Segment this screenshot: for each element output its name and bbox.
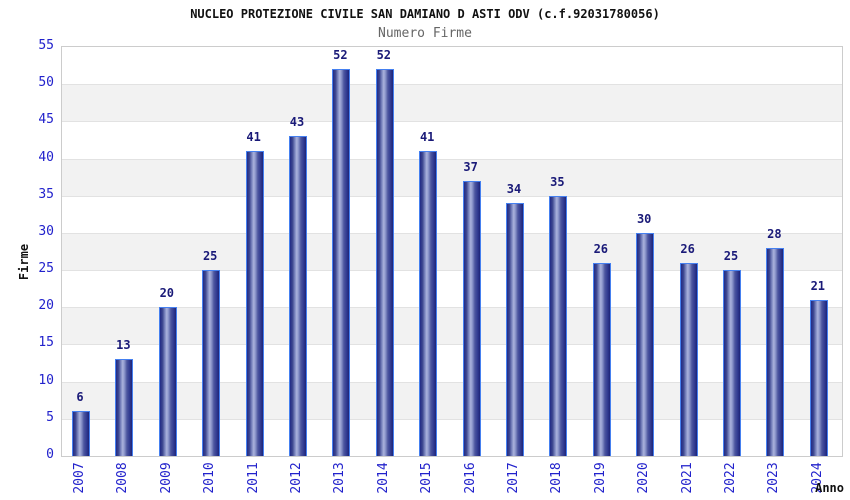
bar-value-label: 30 [636, 211, 652, 226]
x-axis-title: Anno [815, 481, 844, 495]
bar-value-label: 41 [419, 130, 435, 145]
bar-value-label: 13 [116, 338, 131, 353]
bar [809, 299, 828, 456]
gridline [62, 418, 842, 420]
bar-value-label: 43 [289, 115, 305, 130]
x-tick-label: 2007 [72, 462, 87, 494]
bar [289, 136, 307, 456]
bar-value-label: 6 [76, 390, 84, 405]
x-tick-label: 2013 [332, 462, 348, 494]
bar-value-label: 26 [680, 241, 695, 256]
gridline [62, 270, 842, 272]
bar [549, 195, 568, 456]
gridline [62, 84, 842, 86]
y-tick-label: 35 [38, 186, 54, 202]
y-tick-label: 30 [38, 223, 54, 239]
bar [462, 180, 481, 456]
bar [115, 359, 134, 456]
gridline [62, 344, 842, 346]
x-tick-label: 2008 [115, 462, 131, 494]
x-tick-label: 2022 [723, 462, 738, 494]
bar [375, 69, 394, 456]
bar-value-label: 25 [723, 249, 739, 264]
gridline [62, 307, 842, 309]
bar [636, 232, 655, 456]
bar-value-label: 26 [593, 241, 609, 256]
x-tick-label: 2010 [202, 462, 218, 494]
x-tick-label: 2021 [679, 462, 695, 494]
plot-band [62, 158, 842, 196]
y-axis-title: Firme [17, 243, 31, 281]
bar-value-label: 37 [463, 159, 478, 174]
y-tick-label: 5 [46, 409, 54, 425]
y-tick-label: 20 [38, 298, 54, 314]
bar [332, 69, 351, 456]
bar-value-label: 41 [246, 130, 261, 145]
x-tick-label: 2019 [592, 462, 608, 494]
plot-area [61, 46, 843, 457]
bar-value-label: 21 [810, 278, 826, 293]
gridline [62, 195, 842, 197]
bar-value-label: 35 [550, 174, 565, 189]
bar [592, 262, 611, 456]
chart-subtitle: Numero Firme [378, 26, 472, 41]
gridline [62, 381, 842, 383]
x-tick-label: 2015 [419, 462, 435, 494]
y-tick-label: 25 [38, 261, 54, 277]
bar [506, 203, 524, 456]
bar [158, 307, 177, 456]
bar [245, 151, 264, 456]
plot-band [62, 84, 842, 122]
y-tick-label: 50 [38, 75, 54, 91]
bar-value-label: 25 [202, 249, 218, 264]
bar-value-label: 52 [333, 48, 348, 63]
bar [766, 247, 785, 456]
x-tick-label: 2012 [289, 462, 304, 494]
gridline [62, 121, 842, 123]
x-tick-label: 2014 [375, 462, 391, 494]
bar [72, 411, 90, 456]
bar-value-label: 52 [376, 48, 392, 63]
x-tick-label: 2020 [636, 462, 652, 494]
y-tick-label: 10 [38, 372, 54, 388]
x-tick-label: 2011 [245, 462, 261, 494]
gridline [62, 158, 842, 160]
bar [202, 270, 221, 456]
bar-value-label: 20 [159, 286, 175, 301]
bar [723, 270, 741, 456]
bar [679, 262, 698, 456]
bar [419, 151, 438, 456]
bar-value-label: 28 [767, 226, 782, 241]
plot-band [62, 381, 842, 419]
x-tick-label: 2018 [549, 462, 565, 494]
plot-band [62, 232, 842, 271]
chart-title: NUCLEO PROTEZIONE CIVILE SAN DAMIANO D A… [190, 7, 660, 21]
x-tick-label: 2016 [462, 462, 478, 494]
y-tick-label: 55 [38, 38, 54, 53]
bar-value-label: 34 [506, 182, 522, 197]
gridline [62, 232, 842, 234]
x-tick-label: 2009 [158, 462, 174, 494]
x-tick-label: 2017 [506, 462, 521, 494]
y-tick-label: 0 [46, 447, 54, 462]
plot-band [62, 307, 842, 345]
y-tick-label: 15 [38, 335, 54, 351]
x-tick-label: 2023 [766, 462, 782, 494]
y-tick-label: 40 [38, 149, 54, 165]
y-tick-label: 45 [38, 112, 54, 128]
